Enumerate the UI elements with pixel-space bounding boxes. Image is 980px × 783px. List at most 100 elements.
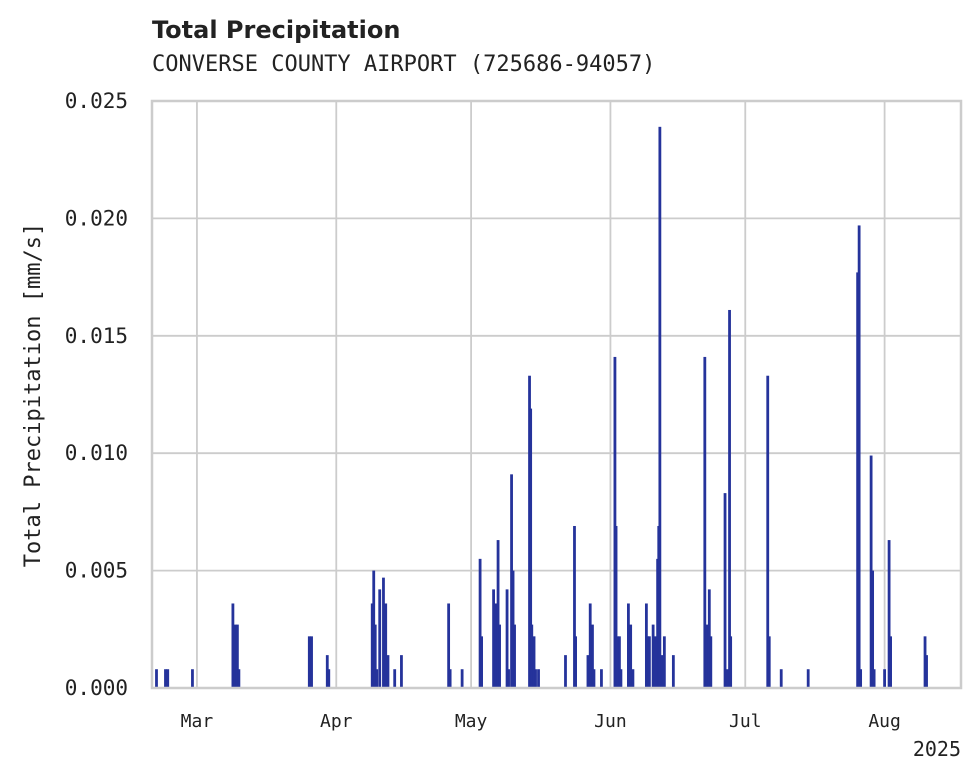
precipitation-bar (448, 669, 452, 688)
precipitation-bar (871, 570, 875, 688)
precipitation-bar (925, 655, 928, 688)
precipitation-bar (478, 558, 482, 688)
precipitation-bar (447, 603, 451, 688)
precipitation-bar (619, 669, 623, 688)
precipitation-bar (237, 669, 241, 688)
plot-frame (150, 99, 963, 690)
precipitation-bar (191, 669, 194, 688)
y-tick-labels: 0.000 0.005 0.010 0.015 0.020 0.025 (65, 89, 128, 700)
precipitation-bar (766, 375, 770, 688)
precipitation-bar (588, 603, 592, 688)
precipitation-bar (725, 669, 729, 688)
precipitation-bar (613, 356, 617, 688)
precipitation-bar (530, 624, 534, 688)
precipitation-bar (705, 624, 709, 688)
precipitation-bar (378, 589, 382, 688)
y-axis-label: Total Precipitation [mm/s] (21, 223, 46, 567)
precipitation-bar (507, 669, 510, 688)
y-tick-label: 0.015 (65, 324, 128, 348)
y-tick-label: 0.010 (65, 441, 128, 465)
precipitation-bar (703, 356, 707, 688)
precipitation-bar (869, 455, 873, 688)
precipitation-bar (872, 669, 876, 688)
bars-layer (155, 126, 928, 688)
precipitation-bar (779, 669, 783, 688)
precipitation-bar (373, 624, 377, 688)
precipitation-bar (767, 636, 771, 688)
precipitation-bar (586, 655, 590, 688)
precipitation-bar (370, 603, 374, 688)
precipitation-bar (615, 636, 619, 688)
precipitation-bar (325, 655, 329, 688)
precipitation-bar (723, 493, 727, 688)
precipitation-bar (618, 636, 621, 688)
grid-layer (152, 100, 961, 689)
precipitation-bar (592, 669, 596, 688)
precipitation-bar (537, 669, 540, 688)
year-label: 2025 (913, 737, 961, 761)
precipitation-bar (375, 669, 379, 688)
precipitation-bar (498, 624, 501, 688)
precipitation-bar (564, 655, 567, 688)
precipitation-bar (384, 603, 388, 688)
precipitation-bar (600, 669, 603, 688)
precipitation-bar (511, 570, 515, 688)
precipitation-bar (534, 669, 537, 688)
x-tick-label: Jun (594, 711, 627, 732)
precipitation-bar (372, 570, 376, 688)
y-tick-label: 0.005 (65, 559, 128, 583)
precipitation-bar (728, 309, 731, 688)
precipitation-bar (529, 408, 533, 688)
precipitation-bar (235, 624, 239, 688)
y-tick-label: 0.020 (65, 206, 128, 230)
precipitation-bar (856, 272, 860, 688)
precipitation-bar (658, 126, 662, 688)
precipitation-bar (887, 540, 891, 688)
precipitation-bar (857, 225, 861, 688)
x-tick-label: Jul (729, 711, 762, 732)
y-tick-label: 0.000 (65, 676, 128, 700)
precipitation-bar (494, 603, 498, 688)
precipitation-bar (923, 636, 927, 688)
precipitation-bar (859, 669, 863, 688)
precipitation-bar (510, 474, 513, 688)
precipitation-bar (513, 624, 516, 688)
precipitation-bar (729, 636, 733, 688)
precipitation-bar (591, 624, 594, 688)
precipitation-bar (393, 669, 397, 688)
precipitation-bar (310, 636, 313, 688)
precipitation-bar (505, 589, 509, 688)
precipitation-bar (627, 603, 630, 688)
x-tick-label: Aug (868, 711, 901, 732)
precipitation-bar (647, 636, 651, 688)
precipitation-bar (574, 636, 577, 688)
precipitation-bar (614, 525, 618, 688)
precipitation-bar (646, 636, 650, 688)
precipitation-bar (164, 669, 167, 688)
precipitation-bar (155, 669, 158, 688)
y-tick-label: 0.025 (65, 89, 128, 113)
precipitation-bar (883, 669, 886, 688)
precipitation-bar (496, 540, 500, 688)
precipitation-bar (573, 525, 576, 688)
precipitation-bar (671, 655, 675, 688)
chart-subtitle: CONVERSE COUNTY AIRPORT (725686-94057) (152, 52, 656, 77)
x-tick-label: May (455, 711, 488, 732)
precipitation-bar (492, 589, 495, 688)
precipitation-bar (889, 636, 892, 688)
precipitation-bar (651, 624, 655, 688)
precipitation-bar (327, 669, 331, 688)
precipitation-bar (662, 636, 666, 688)
precipitation-bar (460, 669, 464, 688)
precipitation-bar (480, 636, 483, 688)
precipitation-bar (386, 655, 390, 688)
precipitation-bar (400, 655, 403, 688)
precipitation-bar (707, 589, 711, 688)
x-tick-labels: Mar Apr May Jun Jul Aug (181, 711, 901, 732)
precipitation-bar (532, 636, 536, 688)
x-tick-label: Apr (320, 711, 353, 732)
precipitation-bar (709, 636, 713, 688)
precipitation-bar (307, 636, 311, 688)
precipitation-bar (382, 577, 385, 688)
